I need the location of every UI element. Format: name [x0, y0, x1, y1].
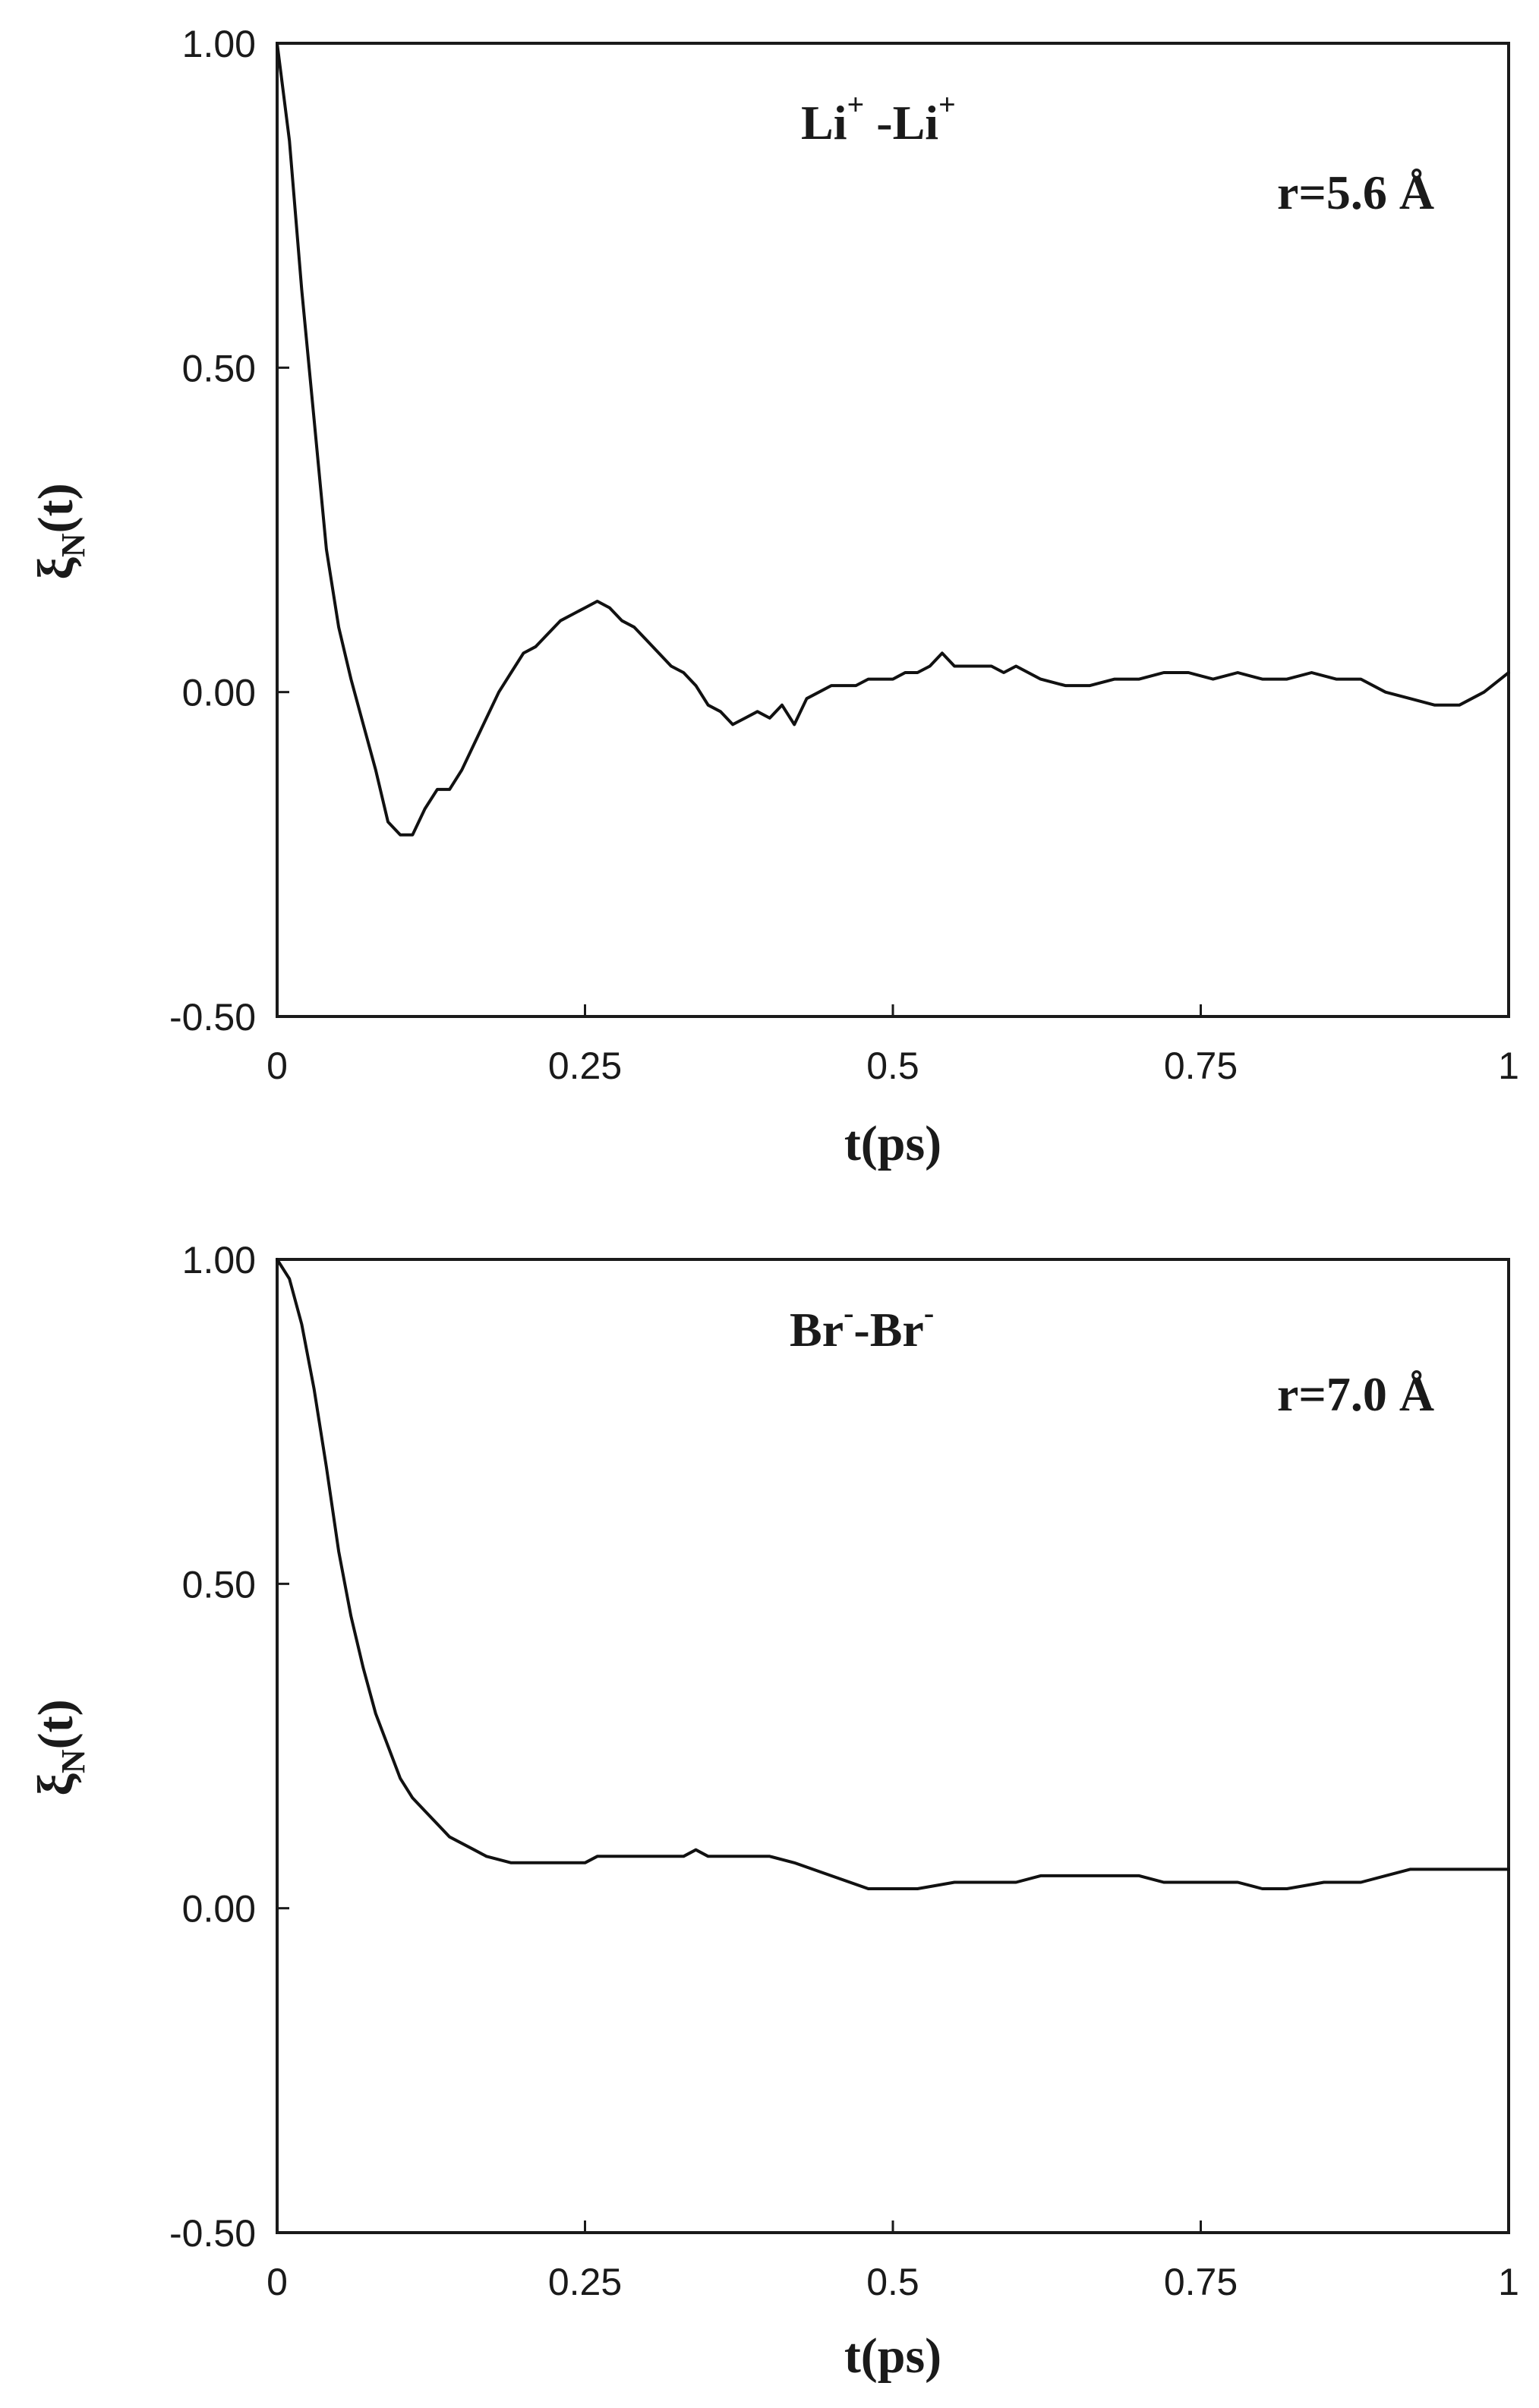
bottom-x-tick-label-3: 0.75	[1164, 2261, 1238, 2303]
top-x-tick-label-3: 0.75	[1164, 1045, 1238, 1087]
top-x-tick-label-4: 1	[1498, 1045, 1519, 1087]
bottom-y-axis-label: ξN(t)	[28, 1699, 92, 1795]
bottom-panel: 1.000.500.00-0.50 0 0.25 0.5 0.75 1 Br--Br- …	[28, 1239, 1519, 2384]
bottom-x-ticks: 0 0.25 0.5 0.75 1	[266, 2220, 1519, 2303]
top-y-tick-label-3: -0.50	[169, 996, 256, 1039]
bottom-y-tick-label-1: 0.50	[182, 1563, 256, 1606]
top-x-tick-label-2: 0.5	[866, 1045, 919, 1087]
top-x-axis-label: t(ps)	[844, 1116, 941, 1171]
bottom-y-tick-label-2: 0.00	[182, 1888, 256, 1930]
top-x-ticks: 0 0.25 0.5 0.75 1	[266, 1004, 1519, 1087]
top-pair-annotation: Li+ -Li+	[801, 87, 956, 150]
bottom-correlation-curve	[276, 1258, 1510, 1890]
bottom-y-ticks: 1.00 0.50 0.00 -0.50	[169, 1239, 289, 2255]
bottom-x-tick-label-2: 0.5	[866, 2261, 919, 2303]
top-y-tick-label-2: 0.00	[182, 672, 256, 714]
top-correlation-curve	[276, 42, 1510, 837]
bottom-x-axis-label: t(ps)	[844, 2328, 941, 2384]
bottom-distance-label: r=7.0 Å	[1277, 1367, 1434, 1421]
top-x-tick-label-0: 0	[266, 1045, 288, 1087]
top-y-ticks: 1.00 0.50 0.00 -0.50	[169, 23, 289, 1039]
top-distance-label: r=5.6 Å	[1277, 165, 1434, 219]
top-x-tick-label-1: 0.25	[548, 1045, 622, 1087]
bottom-y-tick-label-0: 1.00	[182, 1239, 256, 1281]
top-y-axis-label: ξN(t)	[28, 483, 92, 579]
bottom-x-tick-label-4: 1	[1498, 2261, 1519, 2303]
bottom-x-tick-label-0: 0	[266, 2261, 288, 2303]
bottom-x-tick-label-1: 0.25	[548, 2261, 622, 2303]
bottom-y-tick-label-3: -0.50	[169, 2212, 256, 2255]
top-panel: 1.00 0.50 0.00 -0.50 0 0.25 0.5 0.75 1 Li+ -Li+…	[28, 23, 1519, 1171]
bottom-pair-annotation: Br--Br-	[790, 1296, 934, 1357]
top-y-tick-label-0: 1.00	[182, 23, 256, 65]
top-y-tick-label-1: 0.50	[182, 347, 256, 389]
